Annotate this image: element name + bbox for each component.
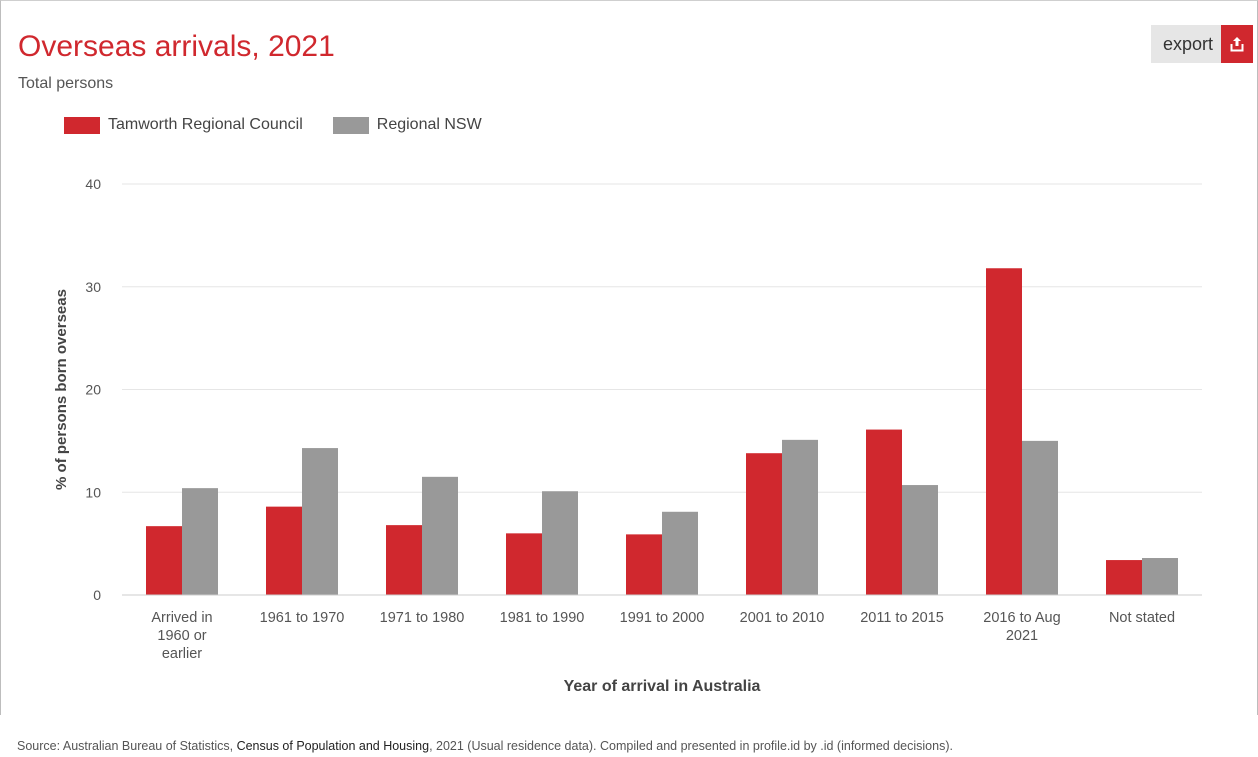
x-tick-label-line: 2011 to 2015: [860, 610, 944, 626]
x-tick-label: 2001 to 2010: [740, 610, 825, 626]
bar-series-0-cat-6: [866, 430, 902, 595]
bar-series-0-cat-1: [266, 507, 302, 595]
bar-series-0-cat-7: [986, 268, 1022, 595]
x-tick-label-line: Not stated: [1109, 610, 1175, 626]
bar-series-0-cat-0: [146, 526, 182, 595]
x-tick-label-line: 1991 to 2000: [620, 610, 705, 626]
bar-series-0-cat-8: [1106, 560, 1142, 595]
x-tick-label-line: 1971 to 1980: [380, 610, 465, 626]
y-tick-label: 0: [93, 587, 101, 603]
x-tick-label: 2016 to Aug 2021: [983, 610, 1060, 644]
bar-series-0-cat-5: [746, 453, 782, 595]
bar-series-1-cat-5: [782, 440, 818, 595]
x-tick-label-line: 1961 to 1970: [260, 610, 345, 626]
bar-series-1-cat-0: [182, 488, 218, 595]
x-tick-label-line: 1960 or: [157, 628, 206, 644]
y-tick-label: 10: [85, 484, 101, 500]
x-tick-label-line: Arrived in: [151, 610, 212, 626]
x-tick-label: 1991 to 2000: [620, 610, 705, 626]
bar-series-1-cat-2: [422, 477, 458, 595]
x-tick-label-line: 2021: [1006, 628, 1038, 644]
bar-series-0-cat-3: [506, 533, 542, 595]
x-tick-label-line: 2001 to 2010: [740, 610, 825, 626]
source-suffix: , 2021 (Usual residence data). Compiled …: [429, 739, 953, 753]
bar-series-1-cat-7: [1022, 441, 1058, 595]
bar-series-1-cat-6: [902, 485, 938, 595]
source-note: Source: Australian Bureau of Statistics,…: [17, 739, 953, 753]
x-axis-title: Year of arrival in Australia: [564, 678, 761, 695]
bar-series-1-cat-3: [542, 491, 578, 595]
bar-series-0-cat-4: [626, 534, 662, 595]
y-tick-label: 30: [85, 279, 101, 295]
x-tick-label: 1961 to 1970: [260, 610, 345, 626]
source-link[interactable]: Census of Population and Housing: [237, 739, 430, 753]
bar-series-1-cat-8: [1142, 558, 1178, 595]
x-tick-label-line: 1981 to 1990: [500, 610, 585, 626]
x-tick-label-line: earlier: [162, 646, 202, 662]
x-tick-label: Arrived in 1960 or earlier: [151, 610, 212, 662]
y-tick-label: 20: [85, 382, 101, 398]
bar-series-1-cat-4: [662, 512, 698, 595]
y-tick-label: 40: [85, 176, 101, 192]
source-prefix: Source: Australian Bureau of Statistics,: [17, 739, 237, 753]
x-tick-label-line: 2016 to Aug: [983, 610, 1060, 626]
x-tick-label: Not stated: [1109, 610, 1175, 626]
x-tick-label: 1971 to 1980: [380, 610, 465, 626]
bar-chart: 0 10 20 30 40 Arrived in 1960 or earlier 1961 to…: [0, 0, 1258, 720]
y-axis-title: % of persons born overseas: [53, 289, 70, 490]
bar-series-0-cat-2: [386, 525, 422, 595]
x-tick-label: 2011 to 2015: [860, 610, 944, 626]
bar-series-1-cat-1: [302, 448, 338, 595]
x-tick-label: 1981 to 1990: [500, 610, 585, 626]
